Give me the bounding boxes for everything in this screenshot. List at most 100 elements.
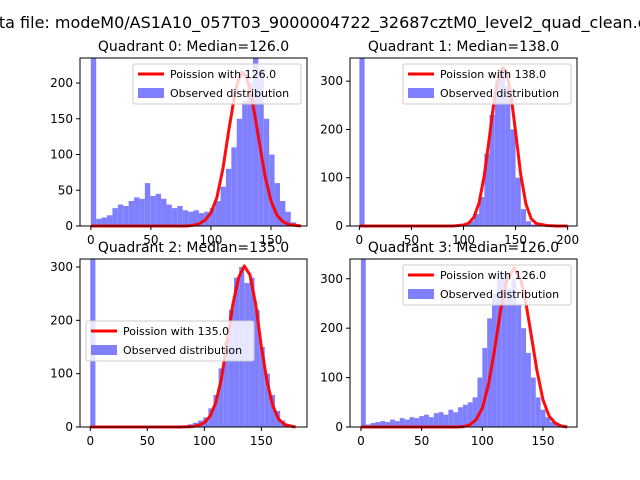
quadrant-2-ytick-label: 0 — [65, 420, 73, 434]
quadrant-1-ytick-label: 100 — [320, 171, 343, 185]
quadrant-0-xtick-label: 0 — [87, 233, 95, 247]
quadrant-0-plot: Quadrant 0: Median=126.0 0 50 100 150 0 50 100 1… — [50, 39, 308, 247]
quadrant-0-bar — [263, 118, 270, 226]
quadrant-1-title: Quadrant 1: Median=138.0 — [368, 39, 559, 55]
quadrant-0-bar — [96, 218, 102, 226]
quadrant-0-bar — [242, 100, 248, 226]
quadrant-0-bar — [128, 200, 135, 226]
quadrant-2-xtick-label: 50 — [140, 434, 155, 448]
quadrant-2-title: Quadrant 2: Median=135.0 — [98, 240, 289, 256]
quadrant-2-axes-frame — [79, 258, 308, 428]
quadrant-3-bar — [394, 421, 400, 427]
quadrant-3-ytick-label: 0 — [335, 420, 343, 434]
quadrant-2-bar — [228, 309, 234, 427]
quadrant-3-bar — [399, 418, 405, 427]
quadrant-0-bar — [215, 200, 221, 226]
quadrant-1-bar — [510, 129, 516, 226]
quadrant-0-bar — [90, 58, 97, 226]
quadrant-2-legend-label: Observed distribution — [123, 344, 242, 357]
quadrant-0-bar — [236, 118, 243, 226]
quadrant-0-bar — [182, 210, 189, 226]
quadrant-0-bar — [209, 208, 216, 226]
quadrant-2-legend-box — [85, 320, 255, 362]
quadrant-0-bar — [247, 83, 253, 227]
quadrant-3-bar — [516, 303, 522, 427]
quadrant-0-axes-frame — [79, 57, 308, 227]
quadrant-0-legend-label: Poission with 126.0 — [170, 68, 276, 81]
quadrant-0-legend: Poission with 126.0 Observed distribution — [132, 63, 302, 105]
quadrant-0-ytick-label: 200 — [50, 76, 73, 90]
quadrant-0-bar — [144, 183, 151, 226]
quadrant-1-xtick-label: 150 — [504, 233, 527, 247]
quadrant-2-xtick-label: 150 — [250, 434, 273, 448]
quadrant-0-bar — [161, 198, 167, 226]
quadrant-1-histogram — [359, 58, 542, 226]
figure-suptitle: Data file: modeM0/AS1A10_057T03_90000047… — [0, 13, 640, 33]
quadrant-1-ytick-label: 200 — [320, 122, 343, 136]
quadrant-3-bar — [448, 409, 454, 427]
quadrant-2-ytick-label: 300 — [50, 260, 73, 274]
quadrant-0-bar — [155, 193, 162, 226]
quadrant-3-bar — [438, 412, 444, 427]
quadrant-1-bar — [520, 209, 526, 226]
quadrant-3-title: Quadrant 3: Median=126.0 — [368, 240, 559, 256]
quadrant-3-bar — [458, 407, 463, 427]
quadrant-0-bar — [107, 215, 113, 226]
quadrant-1-xtick-label: 200 — [556, 233, 579, 247]
quadrant-3-legend-label: Observed distribution — [440, 288, 559, 301]
quadrant-3-legend-label: Poission with 126.0 — [440, 269, 546, 282]
quadrant-3-bar — [550, 422, 556, 427]
quadrant-1-bar — [494, 81, 500, 226]
quadrant-0-bar — [188, 211, 194, 226]
quadrant-1-bar — [489, 114, 495, 226]
quadrant-3-bar — [375, 422, 381, 427]
quadrant-2-bar — [218, 368, 224, 427]
quadrant-1-bar — [473, 213, 480, 226]
quadrant-2-legend-label: Poission with 135.0 — [123, 325, 229, 338]
quadrant-2-bar — [264, 373, 270, 427]
quadrant-3-xtick-label: 150 — [532, 434, 555, 448]
quadrant-3-ytick-label: 300 — [320, 272, 343, 286]
quadrant-2-ytick-label: 200 — [50, 313, 73, 327]
quadrant-3-legend-patch-swatch — [408, 289, 434, 299]
quadrant-0-bar — [279, 200, 286, 226]
quadrant-0-legend-patch-swatch — [138, 88, 164, 98]
quadrant-3-bar — [380, 421, 386, 427]
quadrant-1-legend-box — [402, 63, 572, 105]
quadrant-0-legend-label: Observed distribution — [170, 87, 289, 100]
quadrant-3-bar — [443, 414, 449, 427]
quadrant-0-bar — [171, 208, 178, 226]
quadrant-3-plot: Quadrant 3: Median=126.0 0 50 100 150 0 100 200… — [320, 240, 578, 448]
quadrant-0-bar — [177, 205, 183, 226]
quadrant-2-bar — [208, 408, 214, 427]
quadrant-1-legend-patch-swatch — [408, 88, 434, 98]
quadrant-0-bar — [274, 183, 280, 226]
quadrant-0-bar — [198, 213, 205, 226]
quadrant-3-bar — [419, 416, 425, 427]
quadrant-2-legend-patch-swatch — [91, 345, 117, 355]
quadrant-3-bar — [404, 419, 410, 427]
quadrant-3-bar — [453, 412, 459, 427]
quadrant-1-xtick-label: 0 — [356, 233, 364, 247]
quadrant-1-xtick-label: 50 — [404, 233, 419, 247]
quadrant-3-bar — [530, 377, 536, 427]
quadrant-3-bar — [506, 288, 512, 427]
quadrant-3-bar — [472, 397, 478, 427]
quadrant-3-ytick-label: 100 — [320, 371, 343, 385]
quadrant-0-bar — [220, 186, 226, 226]
quadrant-1-bar — [531, 224, 537, 226]
quadrant-3-bar — [424, 414, 429, 427]
quadrant-0-bar — [117, 204, 124, 226]
quadrant-1-ytick-label: 300 — [320, 74, 343, 88]
quadrant-0-ytick-label: 0 — [65, 219, 73, 233]
quadrant-1-xtick-label: 100 — [452, 233, 475, 247]
quadrant-0-ytick-label: 100 — [50, 148, 73, 162]
quadrant-3-bar — [511, 278, 517, 427]
quadrant-2-bar — [259, 347, 265, 427]
quadrant-1-bar — [515, 177, 521, 226]
quadrant-3-bar — [385, 422, 391, 427]
quadrant-0-bar — [139, 198, 145, 226]
quadrant-1-legend-label: Observed distribution — [440, 87, 559, 100]
quadrant-0-title: Quadrant 0: Median=126.0 — [98, 39, 289, 55]
quadrant-3-bar — [492, 293, 497, 427]
